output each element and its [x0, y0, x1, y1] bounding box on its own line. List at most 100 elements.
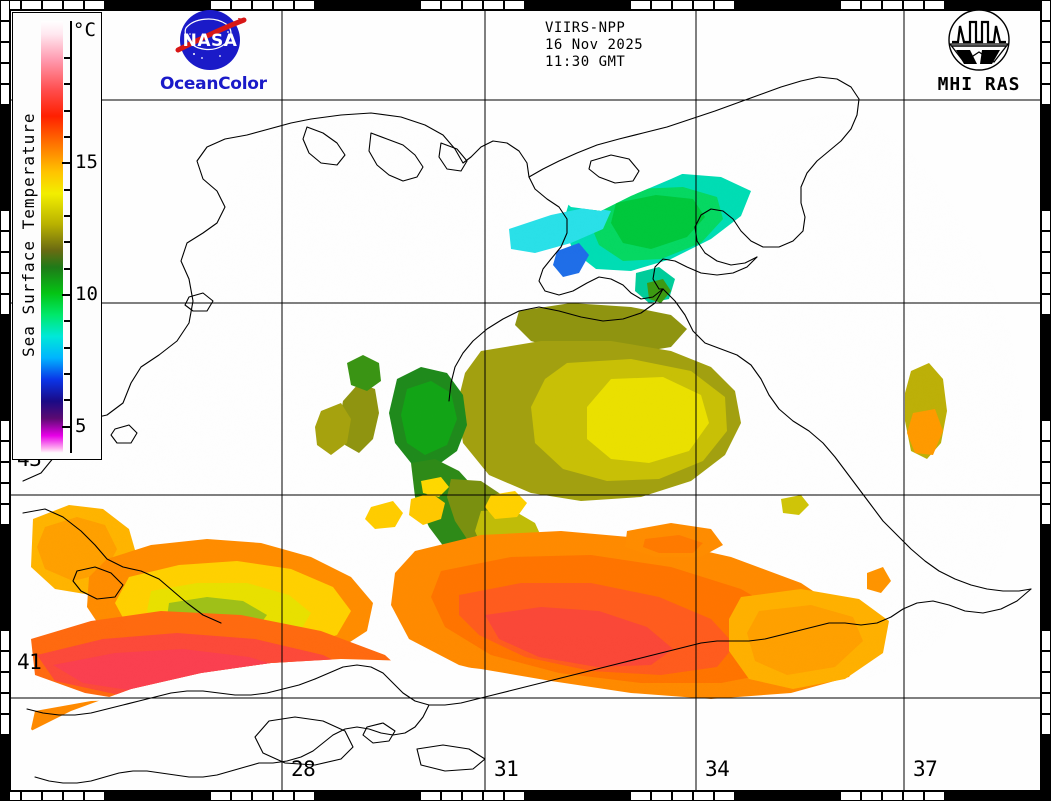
frame-tick-segment: [84, 0, 105, 10]
frame-tick-segment: [273, 791, 294, 801]
frame-tick-segment: [105, 791, 126, 801]
graticule-lines: [11, 11, 1040, 790]
frame-tick-segment: [126, 791, 147, 801]
frame-tick-segment: [735, 791, 756, 801]
frame-tick-segment: [147, 791, 168, 801]
frame-tick-segment: [0, 273, 10, 294]
frame-tick-segment: [1041, 420, 1051, 441]
frame-tick-segment: [0, 609, 10, 630]
frame-tick-segment: [1041, 21, 1051, 42]
frame-tick-segment: [168, 791, 189, 801]
frame-tick-segment: [882, 0, 903, 10]
frame-tick-segment: [1041, 693, 1051, 714]
colorbar-minor-tick: [64, 346, 71, 349]
frame-tick-segment: [693, 791, 714, 801]
colorbar-minor-tick: [64, 320, 71, 323]
frame-tick-segment: [924, 0, 945, 10]
frame-tick-segment: [1041, 567, 1051, 588]
frame-tick-segment: [126, 0, 147, 10]
frame-ticks-right: [1041, 0, 1051, 801]
frame-tick-segment: [0, 462, 10, 483]
frame-tick-segment: [735, 0, 756, 10]
frame-tick-segment: [1041, 0, 1051, 21]
frame-tick-segment: [168, 0, 189, 10]
coast-marmara-lake: [416, 744, 486, 772]
frame-tick-segment: [462, 0, 483, 10]
map-canvas[interactable]: 28313437404341: [10, 10, 1041, 791]
colorbar-minor-tick: [64, 83, 71, 86]
frame-tick-segment: [231, 0, 252, 10]
frame-tick-segment: [336, 0, 357, 10]
frame-tick-segment: [1041, 273, 1051, 294]
colorbar-major-tick: [62, 293, 71, 296]
frame-tick-segment: [1041, 378, 1051, 399]
frame-tick-segment: [0, 630, 10, 651]
colorbar-minor-tick: [64, 372, 71, 375]
frame-tick-segment: [903, 791, 924, 801]
frame-tick-segment: [441, 0, 462, 10]
longitude-label: 34: [705, 757, 730, 781]
frame-tick-segment: [1041, 336, 1051, 357]
frame-tick-segment: [0, 651, 10, 672]
colorbar-panel: Sea Surface Temperature °C 15 10 5: [12, 12, 102, 460]
time-label: 11:30 GMT: [545, 54, 626, 70]
nasa-meatball-icon: NASA: [175, 10, 247, 70]
frame-tick-segment: [0, 336, 10, 357]
latitude-label: 41: [17, 650, 42, 674]
frame-tick-segment: [756, 0, 777, 10]
frame-tick-segment: [420, 0, 441, 10]
frame-tick-segment: [252, 0, 273, 10]
frame-tick-segment: [819, 791, 840, 801]
frame-tick-segment: [0, 378, 10, 399]
frame-tick-segment: [714, 0, 735, 10]
svg-text:NASA: NASA: [183, 31, 238, 51]
colorbar-minor-tick: [64, 188, 71, 191]
frame-tick-segment: [1041, 630, 1051, 651]
frame-tick-segment: [399, 0, 420, 10]
frame-tick-segment: [1041, 714, 1051, 735]
frame-tick-segment: [0, 231, 10, 252]
frame-tick-segment: [609, 0, 630, 10]
frame-tick-segment: [1041, 399, 1051, 420]
frame-tick-segment: [0, 546, 10, 567]
frame-tick-segment: [588, 0, 609, 10]
colorbar-tick-label: 10: [75, 282, 98, 305]
frame-tick-segment: [1008, 0, 1029, 10]
frame-ticks-left: [0, 0, 10, 801]
colorbar-title: Sea Surface Temperature: [19, 112, 38, 358]
frame-ticks-top: [0, 0, 1051, 10]
frame-tick-segment: [798, 0, 819, 10]
frame-tick-segment: [630, 791, 651, 801]
frame-tick-segment: [63, 0, 84, 10]
frame-tick-segment: [315, 0, 336, 10]
coast-bulgaria-south: [26, 678, 316, 716]
longitude-label: 37: [913, 757, 938, 781]
frame-tick-segment: [1041, 483, 1051, 504]
frame-tick-segment: [0, 672, 10, 693]
frame-tick-segment: [1041, 504, 1051, 525]
coast-marmara-island: [254, 716, 354, 766]
frame-tick-segment: [1041, 672, 1051, 693]
coast-dniester: [22, 508, 222, 624]
frame-tick-segment: [588, 791, 609, 801]
coast-lagoon: [72, 566, 124, 600]
frame-tick-segment: [1041, 651, 1051, 672]
frame-tick-segment: [189, 0, 210, 10]
frame-tick-segment: [924, 791, 945, 801]
colorbar-gradient: [41, 21, 63, 453]
coast-azov-north: [528, 76, 860, 178]
frame-tick-segment: [1041, 462, 1051, 483]
frame-tick-segment: [1041, 42, 1051, 63]
frame-tick-segment: [1041, 777, 1051, 798]
frame-tick-segment: [84, 791, 105, 801]
frame-tick-segment: [210, 791, 231, 801]
coast-caucasus: [662, 288, 1032, 592]
frame-tick-segment: [819, 0, 840, 10]
frame-tick-segment: [714, 791, 735, 801]
frame-tick-segment: [189, 791, 210, 801]
frame-tick-segment: [399, 791, 420, 801]
frame-tick-segment: [987, 0, 1008, 10]
colorbar-minor-tick: [64, 214, 71, 217]
frame-tick-segment: [1041, 441, 1051, 462]
